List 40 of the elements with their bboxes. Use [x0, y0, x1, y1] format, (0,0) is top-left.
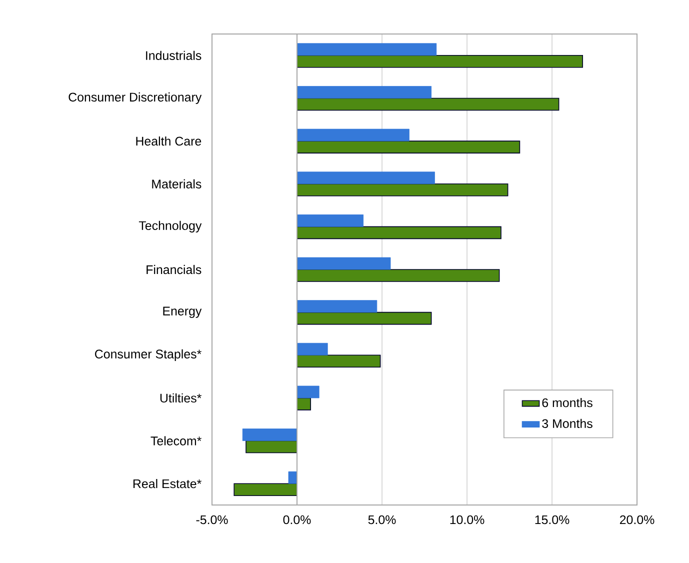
bar	[296, 183, 508, 196]
legend-label: 6 months	[542, 398, 592, 408]
y-tick-label: Industrials	[146, 50, 202, 60]
bar	[296, 342, 328, 356]
bar	[296, 214, 364, 227]
y-tick-label: Real Estate*	[133, 479, 202, 488]
bar	[296, 172, 435, 184]
y-tick-label: Consumer Discretionary	[68, 92, 202, 104]
bar	[296, 226, 502, 240]
bar	[296, 269, 500, 282]
bar	[296, 312, 432, 325]
bar	[234, 483, 298, 496]
bar	[296, 257, 391, 270]
y-tick-label: Utilties*	[160, 393, 202, 403]
y-tick-label: Materials	[152, 179, 202, 188]
bar	[246, 440, 298, 454]
bar	[296, 86, 432, 98]
bar	[288, 471, 298, 484]
x-tick-label: 20.0%	[620, 515, 654, 524]
y-tick-label: Technology	[138, 220, 202, 232]
bar	[296, 128, 410, 142]
bar	[296, 43, 437, 56]
bar	[296, 98, 560, 111]
y-tick-label: Telecom*	[150, 436, 202, 446]
bar	[296, 55, 584, 68]
bar	[242, 428, 298, 441]
x-tick-label: 15.0%	[535, 515, 570, 524]
legend-label: 3 Months	[542, 418, 592, 428]
y-tick-label: Energy	[163, 306, 202, 318]
x-tick-label: 10.0%	[450, 515, 484, 524]
bar	[296, 140, 520, 154]
bar	[296, 386, 320, 398]
x-tick-label: 5.0%	[368, 515, 396, 524]
bar	[296, 354, 381, 368]
y-tick-label: Financials	[146, 264, 202, 274]
y-tick-label: Health Care	[136, 136, 202, 146]
bar	[296, 300, 378, 313]
x-tick-label: 0.0%	[283, 515, 311, 524]
y-tick-label: Consumer Staples*	[95, 349, 202, 361]
x-tick-label: -5.0%	[196, 515, 228, 524]
